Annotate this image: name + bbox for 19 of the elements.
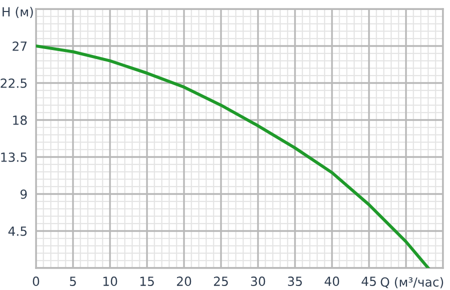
y-axis-title: H (м): [2, 6, 33, 18]
y-tick-label: 22.5: [0, 78, 27, 88]
x-tick-label: 40: [324, 276, 340, 286]
y-tick-label: 27: [12, 41, 27, 51]
x-tick-label: 20: [176, 276, 192, 286]
y-tick-label: 18: [13, 115, 27, 125]
y-tick-label: 4.5: [8, 226, 27, 236]
line-series: [36, 44, 430, 268]
x-tick-label: 0: [32, 276, 40, 286]
x-tick-label: 10: [103, 276, 118, 286]
y-tick-label: 9: [20, 189, 27, 199]
x-tick-label: 45: [362, 276, 376, 286]
x-tick-label: 25: [214, 276, 228, 286]
x-tick-label: 35: [288, 276, 302, 286]
x-axis-title: Q (м³/час): [380, 277, 444, 288]
x-tick-label: 5: [70, 276, 76, 286]
x-tick-label: 15: [140, 276, 154, 286]
y-tick-label: 13.5: [1, 152, 27, 162]
x-tick-label: 30: [251, 276, 266, 286]
